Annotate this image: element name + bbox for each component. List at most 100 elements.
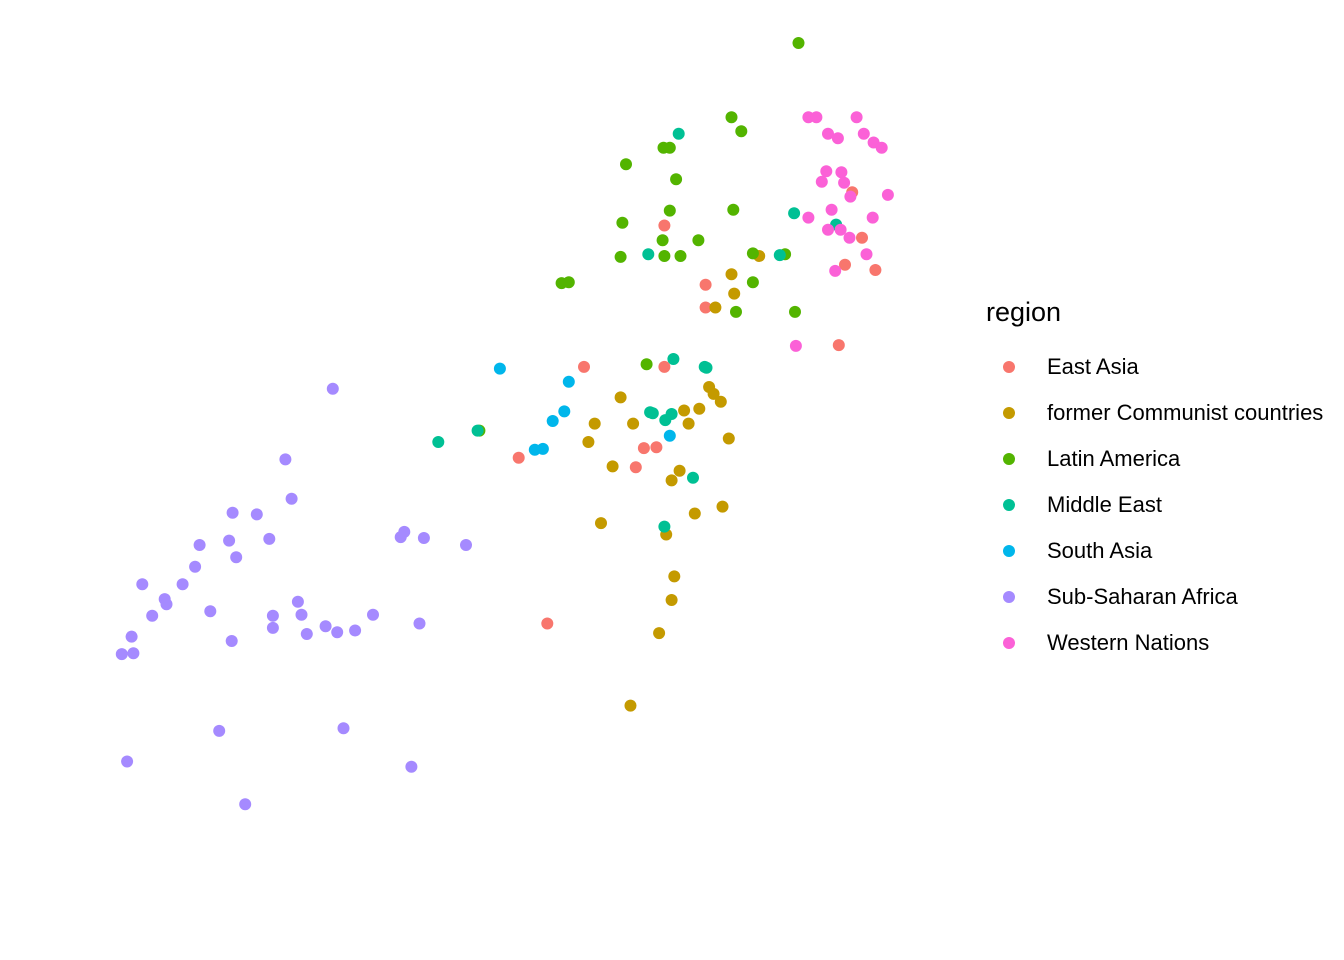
data-point-former-communist-countries-1	[627, 417, 640, 430]
data-point-sub-saharan-africa-19	[204, 605, 217, 618]
data-point-east-asia-1	[658, 219, 671, 232]
data-point-middle-east-13	[471, 424, 484, 437]
data-point-former-communist-countries-25	[682, 417, 695, 430]
legend-item-sub-saharan-africa: Sub-Saharan Africa	[986, 574, 1344, 620]
data-point-western-nations-20	[789, 339, 802, 352]
data-point-sub-saharan-africa-29	[367, 608, 379, 621]
data-point-sub-saharan-africa-18	[160, 598, 173, 611]
data-point-western-nations-13	[881, 188, 894, 201]
data-point-sub-saharan-africa-23	[266, 621, 279, 634]
data-point-south-asia-6	[663, 429, 676, 442]
legend-label: East Asia	[1047, 354, 1139, 379]
legend-item-south-asia: South Asia	[986, 528, 1344, 574]
legend-dot-icon	[1003, 407, 1015, 419]
data-point-western-nations-11	[838, 176, 851, 189]
data-point-western-nations-17	[843, 231, 856, 244]
data-point-latin-america-12	[746, 247, 759, 260]
data-point-east-asia-4	[658, 360, 671, 373]
data-point-sub-saharan-africa-15	[176, 578, 189, 591]
data-point-western-nations-16	[834, 223, 847, 236]
data-point-sub-saharan-africa-17	[136, 578, 149, 591]
data-point-east-asia-13	[869, 264, 882, 276]
legend-item-middle-east: Middle East	[986, 482, 1344, 528]
data-point-sub-saharan-africa-31	[125, 630, 138, 643]
legend-key	[986, 528, 1032, 574]
data-point-middle-east-4	[773, 249, 786, 262]
data-point-former-communist-countries-21	[668, 570, 681, 583]
legend-key	[986, 482, 1032, 528]
data-point-latin-america-21	[789, 305, 801, 318]
legend-key	[986, 574, 1032, 620]
data-point-former-communist-countries-2	[606, 460, 619, 473]
data-point-former-communist-countries-16	[707, 387, 720, 400]
data-point-former-communist-countries-7	[665, 474, 678, 487]
data-point-western-nations-4	[850, 111, 863, 124]
data-point-south-asia-3	[546, 415, 559, 427]
data-point-sub-saharan-africa-8	[230, 551, 243, 564]
data-point-east-asia-3	[699, 278, 712, 291]
data-point-sub-saharan-africa-4	[250, 508, 263, 521]
data-point-latin-america-14	[658, 250, 671, 262]
scatter-plot	[115, 37, 894, 811]
legend-label: former Communist countries	[1047, 400, 1324, 425]
data-point-former-communist-countries-5	[614, 391, 627, 404]
data-point-south-asia-0	[562, 375, 575, 388]
legend-dot-icon	[1003, 637, 1015, 649]
data-point-western-nations-19	[829, 264, 842, 277]
data-point-sub-saharan-africa-35	[337, 722, 350, 735]
data-point-latin-america-6	[670, 173, 683, 186]
data-point-east-asia-14	[512, 451, 525, 464]
legend-key	[986, 620, 1032, 666]
data-point-latin-america-0	[792, 37, 805, 49]
data-point-sub-saharan-africa-9	[189, 560, 202, 573]
data-point-former-communist-countries-4	[582, 436, 595, 448]
data-point-latin-america-20	[730, 305, 742, 318]
legend-dot-icon	[1003, 453, 1015, 465]
data-point-middle-east-9	[646, 407, 659, 420]
data-point-latin-america-9	[616, 216, 629, 229]
data-point-sub-saharan-africa-11	[417, 532, 430, 544]
legend-dot-icon	[1003, 545, 1015, 557]
data-point-sub-saharan-africa-3	[226, 506, 239, 519]
data-point-western-nations-14	[825, 203, 838, 216]
legend-item-latin-america: Latin America	[986, 436, 1344, 482]
legend-key	[986, 390, 1032, 436]
legend-title: region	[986, 297, 1062, 327]
data-point-former-communist-countries-12	[725, 268, 738, 281]
data-point-western-nations-15	[822, 223, 834, 236]
data-point-latin-america-10	[656, 234, 669, 247]
data-point-sub-saharan-africa-6	[263, 532, 276, 545]
data-point-east-asia-7	[637, 442, 650, 455]
data-point-western-nations-10	[815, 175, 828, 188]
data-point-middle-east-7	[700, 361, 713, 374]
data-point-middle-east-14	[432, 436, 445, 448]
data-point-east-asia-2	[699, 301, 712, 314]
data-point-middle-east-0	[672, 127, 685, 140]
data-point-east-asia-12	[856, 231, 868, 244]
data-point-sub-saharan-africa-7	[193, 539, 206, 551]
data-point-former-communist-countries-13	[728, 287, 741, 300]
data-point-latin-america-15	[674, 250, 687, 262]
data-point-former-communist-countries-23	[653, 627, 666, 640]
legend-label: Latin America	[1047, 446, 1181, 471]
legend-label: Western Nations	[1047, 630, 1210, 655]
data-point-former-communist-countries-17	[714, 395, 727, 408]
legend-label: South Asia	[1047, 538, 1153, 563]
data-point-latin-america-22	[640, 358, 653, 371]
data-point-sub-saharan-africa-2	[285, 492, 298, 505]
data-point-sub-saharan-africa-33	[127, 647, 140, 660]
data-point-western-nations-7	[875, 141, 888, 154]
data-point-sub-saharan-africa-34	[213, 724, 226, 737]
legend-key	[986, 436, 1032, 482]
data-point-western-nations-8	[820, 165, 833, 178]
data-point-sub-saharan-africa-12	[460, 539, 472, 551]
data-point-sub-saharan-africa-0	[326, 382, 339, 395]
legend-dot-icon	[1003, 499, 1015, 511]
data-point-sub-saharan-africa-16	[146, 609, 159, 622]
data-point-sub-saharan-africa-25	[300, 628, 313, 640]
data-point-east-asia-10	[832, 339, 845, 352]
data-point-south-asia-2	[558, 405, 571, 418]
data-point-western-nations-18	[860, 248, 873, 261]
data-point-former-communist-countries-0	[595, 517, 607, 530]
